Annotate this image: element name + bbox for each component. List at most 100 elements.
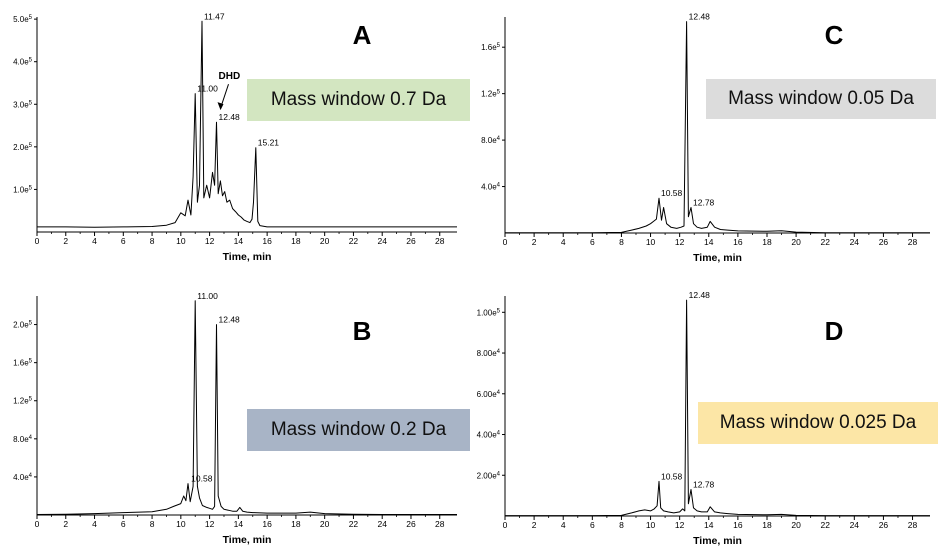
y-tick-label-b: 1.6e5 xyxy=(13,359,33,368)
x-tick-label-a: 0 xyxy=(35,236,40,246)
peak-label-c: 12.78 xyxy=(693,197,715,207)
x-tick-label-d: 8 xyxy=(619,520,624,530)
x-tick-label-b: 24 xyxy=(377,519,387,529)
x-tick-label-d: 4 xyxy=(561,520,566,530)
peak-label-a: 11.00 xyxy=(197,84,218,94)
peak-label-d: 10.58 xyxy=(661,471,683,481)
x-tick-label-a: 24 xyxy=(377,236,387,246)
x-tick-label-b: 2 xyxy=(63,519,68,529)
y-tick-label-a: 4.0e5 xyxy=(13,58,33,67)
y-tick-label-c: 4.0e4 xyxy=(481,183,501,192)
x-tick-label-b: 8 xyxy=(150,519,155,529)
panel-letter-b: B xyxy=(353,316,372,346)
mass-window-box-b: Mass window 0.2 Da xyxy=(247,409,470,451)
x-tick-label-a: 2 xyxy=(63,236,68,246)
x-tick-label-b: 6 xyxy=(121,519,126,529)
x-tick-label-b: 4 xyxy=(92,519,97,529)
peak-label-b: 10.58 xyxy=(191,474,213,484)
y-tick-label-a: 1.0e5 xyxy=(13,185,33,194)
x-tick-label-c: 20 xyxy=(791,237,801,247)
x-tick-label-c: 8 xyxy=(619,237,624,247)
panel-c: 0 2 4 6 8 10 12 14 16 18 20 22 24 26 284.0e48.0e41.2e5… xyxy=(481,12,930,264)
trace-a xyxy=(37,20,457,228)
y-tick-label-d: 1.00e5 xyxy=(477,308,501,317)
x-axis-label-a: Time, min xyxy=(223,251,272,263)
x-tick-label-a: 18 xyxy=(291,236,301,246)
x-tick-label-d: 28 xyxy=(908,520,918,530)
x-tick-label-d: 22 xyxy=(820,520,830,530)
x-tick-label-b: 18 xyxy=(291,519,301,529)
x-tick-label-b: 22 xyxy=(349,519,359,529)
mass-window-box-d: Mass window 0.025 Da xyxy=(698,402,938,444)
x-tick-label-d: 14 xyxy=(704,520,714,530)
x-tick-label-b: 14 xyxy=(234,519,244,529)
x-tick-label-d: 6 xyxy=(590,520,595,530)
panel-letter-c: C xyxy=(825,20,844,50)
x-axis-label-b: Time, min xyxy=(223,534,272,546)
panel-b: 0 2 4 6 8 10 12 14 16 18 20 22 24 26 284.0e48.0e41.2e5… xyxy=(13,291,457,546)
peak-label-c: 10.58 xyxy=(661,188,683,198)
x-tick-label-a: 26 xyxy=(406,236,416,246)
x-tick-label-c: 14 xyxy=(704,237,714,247)
x-tick-label-b: 0 xyxy=(35,519,40,529)
y-tick-label-b: 4.0e4 xyxy=(13,473,33,482)
panel-letter-a: A xyxy=(353,20,372,50)
peak-label-d: 12.48 xyxy=(689,290,711,300)
y-tick-label-b: 2.0e5 xyxy=(13,321,33,330)
x-tick-label-d: 24 xyxy=(850,520,860,530)
x-tick-label-d: 16 xyxy=(733,520,743,530)
x-tick-label-d: 26 xyxy=(879,520,889,530)
x-tick-label-c: 16 xyxy=(733,237,743,247)
x-tick-label-a: 12 xyxy=(205,236,215,246)
x-tick-label-b: 28 xyxy=(435,519,445,529)
y-tick-label-d: 4.00e4 xyxy=(477,431,501,440)
y-tick-label-d: 8.00e4 xyxy=(477,349,501,358)
panel-a: 0 2 4 6 8 10 12 14 16 18 20 22 24 26 281.0e52.0e53.0e5… xyxy=(13,11,457,263)
y-tick-label-d: 2.00e4 xyxy=(477,471,501,480)
trace-d xyxy=(505,299,930,517)
x-tick-label-a: 22 xyxy=(349,236,359,246)
x-tick-label-c: 18 xyxy=(762,237,772,247)
y-tick-label-b: 1.2e5 xyxy=(13,397,33,406)
peak-label-d: 12.78 xyxy=(693,480,715,490)
dhd-arrowhead xyxy=(217,102,224,111)
y-tick-label-a: 3.0e5 xyxy=(13,100,33,109)
peak-label-b: 11.00 xyxy=(197,291,218,301)
x-tick-label-c: 12 xyxy=(675,237,685,247)
x-tick-label-d: 2 xyxy=(532,520,537,530)
y-tick-label-b: 8.0e4 xyxy=(13,435,33,444)
x-tick-label-c: 24 xyxy=(850,237,860,247)
x-tick-label-a: 10 xyxy=(176,236,186,246)
mass-window-box-c: Mass window 0.05 Da xyxy=(706,79,936,119)
trace-c xyxy=(505,21,930,234)
x-tick-label-b: 26 xyxy=(406,519,416,529)
x-tick-label-b: 10 xyxy=(176,519,186,529)
peak-label-a: 11.47 xyxy=(204,11,225,21)
y-tick-label-c: 1.6e5 xyxy=(481,43,501,52)
y-tick-label-a: 2.0e5 xyxy=(13,143,33,152)
peak-label-a: 15.21 xyxy=(258,138,280,148)
peak-label-c: 12.48 xyxy=(689,12,711,22)
x-tick-label-b: 12 xyxy=(205,519,215,529)
x-axis-label-d: Time, min xyxy=(693,535,742,547)
dhd-annotation: DHD xyxy=(219,71,241,82)
x-tick-label-a: 6 xyxy=(121,236,126,246)
x-tick-label-c: 28 xyxy=(908,237,918,247)
x-tick-label-a: 20 xyxy=(320,236,330,246)
y-tick-label-c: 1.2e5 xyxy=(481,90,501,99)
x-tick-label-c: 26 xyxy=(879,237,889,247)
peak-label-b: 12.48 xyxy=(219,315,241,325)
x-tick-label-d: 18 xyxy=(762,520,772,530)
x-tick-label-c: 2 xyxy=(532,237,537,247)
x-tick-label-a: 4 xyxy=(92,236,97,246)
x-tick-label-c: 4 xyxy=(561,237,566,247)
x-tick-label-d: 0 xyxy=(503,520,508,530)
x-tick-label-a: 28 xyxy=(435,236,445,246)
x-tick-label-c: 6 xyxy=(590,237,595,247)
x-tick-label-b: 20 xyxy=(320,519,330,529)
x-tick-label-c: 0 xyxy=(503,237,508,247)
y-tick-label-c: 8.0e4 xyxy=(481,136,501,145)
panel-d: 0 2 4 6 8 10 12 14 16 18 20 22 24 26 282.00e44.00e46.0… xyxy=(477,290,930,547)
x-tick-label-a: 16 xyxy=(262,236,272,246)
